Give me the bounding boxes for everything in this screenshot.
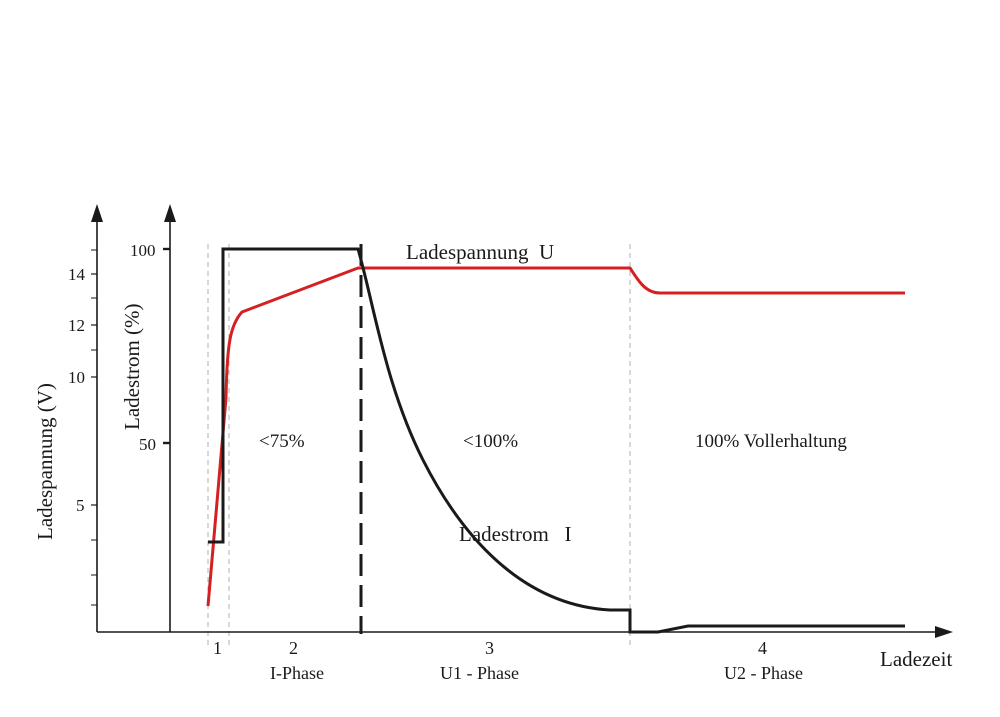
phase-name: U1 - Phase	[440, 663, 519, 683]
phase-number: 3	[485, 638, 494, 658]
phase-number: 1	[213, 638, 222, 658]
region-label: <75%	[259, 431, 305, 452]
series-label-voltage: Ladespannung U	[406, 240, 554, 264]
voltage-axis-label: Ladespannung (V)	[33, 383, 57, 540]
current-axis-arrow	[164, 204, 176, 222]
current-tick-label: 100	[130, 241, 156, 260]
current-tick-label: 50	[139, 435, 156, 454]
current-ticks: 100 50	[130, 241, 170, 454]
series-line-voltage	[206, 266, 905, 607]
series-line-current	[208, 247, 905, 634]
time-axis-arrow	[935, 626, 953, 638]
phase-number: 2	[289, 638, 298, 658]
current-axis-label: Ladestrom (%)	[120, 303, 144, 430]
phase-name: I-Phase	[270, 663, 324, 683]
voltage-axis-arrow	[91, 204, 103, 222]
series-label-current: Ladestrom I	[459, 522, 572, 546]
region-label: <100%	[463, 431, 518, 452]
voltage-ticks: 14 12 10 5	[68, 249, 97, 606]
region-label: 100% Vollerhaltung	[695, 431, 847, 452]
voltage-tick-label: 10	[68, 368, 85, 387]
phase-number: 4	[758, 638, 767, 658]
time-axis-label: Ladezeit	[880, 647, 952, 671]
voltage-tick-label: 5	[76, 496, 85, 515]
voltage-tick-label: 14	[68, 265, 86, 284]
voltage-tick-label: 12	[68, 316, 85, 335]
phase-name: U2 - Phase	[724, 663, 803, 683]
